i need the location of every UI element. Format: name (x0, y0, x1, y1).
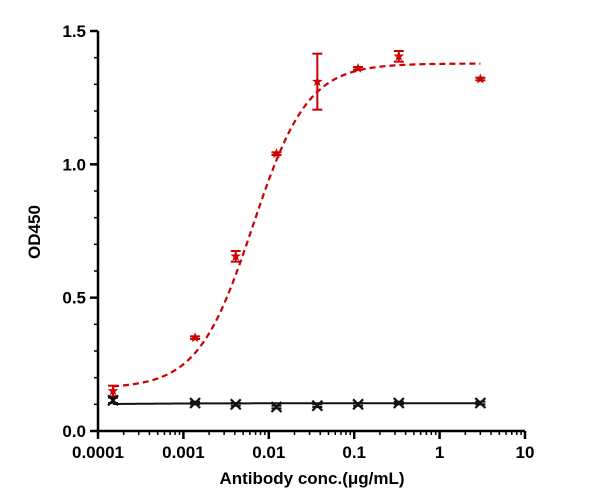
x-tick-label: 1 (435, 443, 444, 462)
data-point (271, 148, 282, 159)
data-point (107, 394, 119, 407)
data-point (475, 73, 486, 84)
data-point (270, 401, 283, 413)
data-point (312, 76, 323, 87)
data-point (107, 385, 119, 396)
x-tick-label: 0.1 (342, 443, 366, 462)
data-point (393, 50, 405, 61)
fit-curve (113, 402, 481, 405)
data-point (189, 397, 201, 409)
x-tick-label: 0.0001 (72, 443, 124, 462)
x-tick-label: 0.001 (162, 443, 205, 462)
data-point (474, 397, 487, 409)
data-point (230, 250, 241, 261)
x-axis-title: Antibody conc.(μg/mL) (219, 469, 404, 488)
data-point (311, 399, 324, 412)
y-axis-title: OD450 (25, 205, 44, 259)
x-axis: 0.0001 0.001 0.01 0.1 1 10 (72, 429, 535, 462)
data-point (189, 332, 201, 343)
y-tick-label: 0.0 (62, 422, 86, 441)
y-tick-label: 1.0 (62, 155, 86, 174)
series-2 (107, 394, 487, 413)
data-point (393, 397, 405, 409)
data-point (229, 398, 242, 411)
data-point (352, 398, 364, 411)
y-tick-label: 1.5 (62, 22, 86, 41)
fit-curve (112, 62, 481, 388)
y-tick-label: 0.5 (62, 289, 86, 308)
data-point (352, 62, 364, 73)
y-axis: 0.0 0.5 1.0 1.5 (62, 22, 100, 441)
series-1 (107, 50, 486, 398)
x-tick-label: 0.01 (252, 443, 285, 462)
plot-area (107, 50, 487, 413)
x-tick-label: 10 (516, 443, 535, 462)
